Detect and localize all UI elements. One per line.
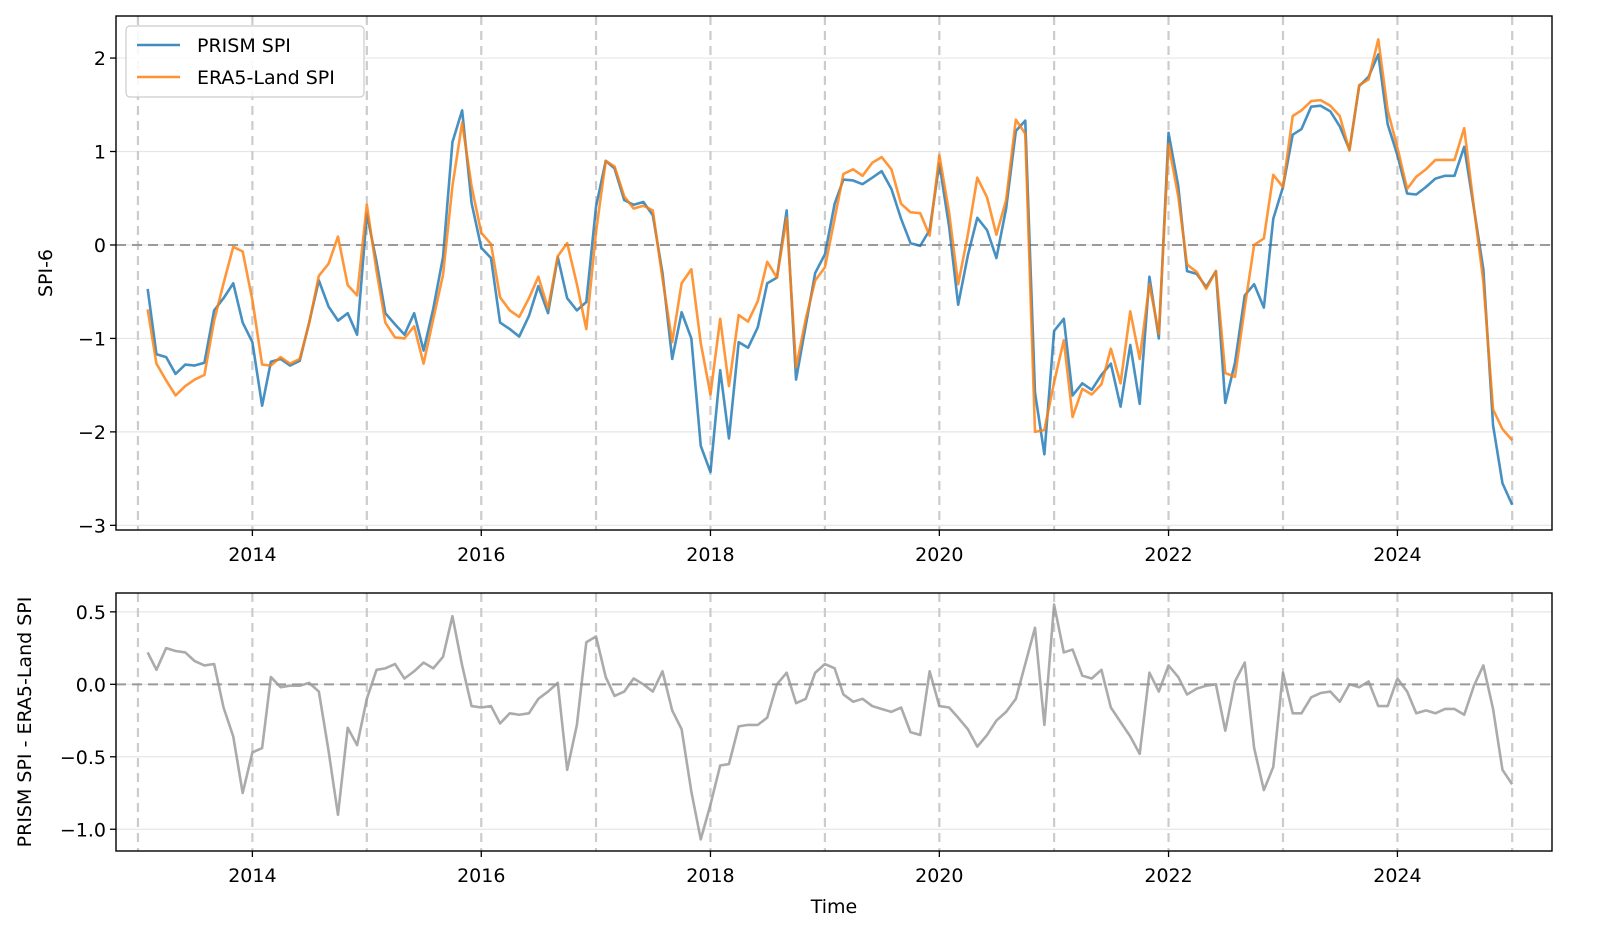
x-tick-label: 2016 (457, 865, 505, 887)
x-tick-label: 2018 (686, 865, 734, 887)
y-axis-label: PRISM SPI - ERA5-Land SPI (14, 597, 36, 848)
y-tick-label: −0.5 (60, 747, 106, 769)
x-axis-label: Time (810, 896, 858, 918)
y-tick-label: 0.5 (76, 602, 106, 624)
difference-line (146, 603, 1514, 841)
x-tick-label: 2024 (1373, 865, 1421, 887)
y-tick-label: 0.0 (76, 674, 106, 696)
x-tick-label: 2020 (915, 544, 963, 566)
legend-box (125, 25, 365, 98)
legend: PRISM SPI ERA5-Land SPI (125, 25, 365, 98)
x-tick-label: 2014 (228, 544, 276, 566)
y-tick-label: −1.0 (60, 819, 106, 841)
x-tick-label: 2016 (457, 544, 505, 566)
x-tick-label: 2018 (686, 544, 734, 566)
spi-timeseries-panel: −3 −2 −1 0 1 2 2014 2016 2018 2020 2022 2024 SPI-6 PR… (35, 15, 1553, 566)
y-tick-label: 0 (94, 235, 106, 257)
x-tick-label: 2024 (1373, 544, 1421, 566)
era5-land-spi-line (146, 38, 1514, 442)
y-tick-label: −3 (78, 515, 106, 537)
y-tick-label: −2 (78, 422, 106, 444)
x-tick-label: 2022 (1144, 544, 1192, 566)
y-axis-label: SPI-6 (35, 249, 57, 297)
axes-frame (115, 15, 1553, 531)
legend-label: PRISM SPI (197, 35, 291, 57)
legend-label: ERA5-Land SPI (197, 67, 335, 89)
x-tick-label: 2022 (1144, 865, 1192, 887)
x-tick-label: 2014 (228, 865, 276, 887)
y-tick-label: −1 (78, 328, 106, 350)
y-tick-label: 2 (94, 48, 106, 70)
y-tick-label: 1 (94, 142, 106, 164)
spi-difference-panel: −1.0 −0.5 0.0 0.5 2014 2016 2018 2020 2022 2024 PR… (14, 592, 1553, 918)
axes-frame (115, 592, 1553, 852)
x-tick-label: 2020 (915, 865, 963, 887)
